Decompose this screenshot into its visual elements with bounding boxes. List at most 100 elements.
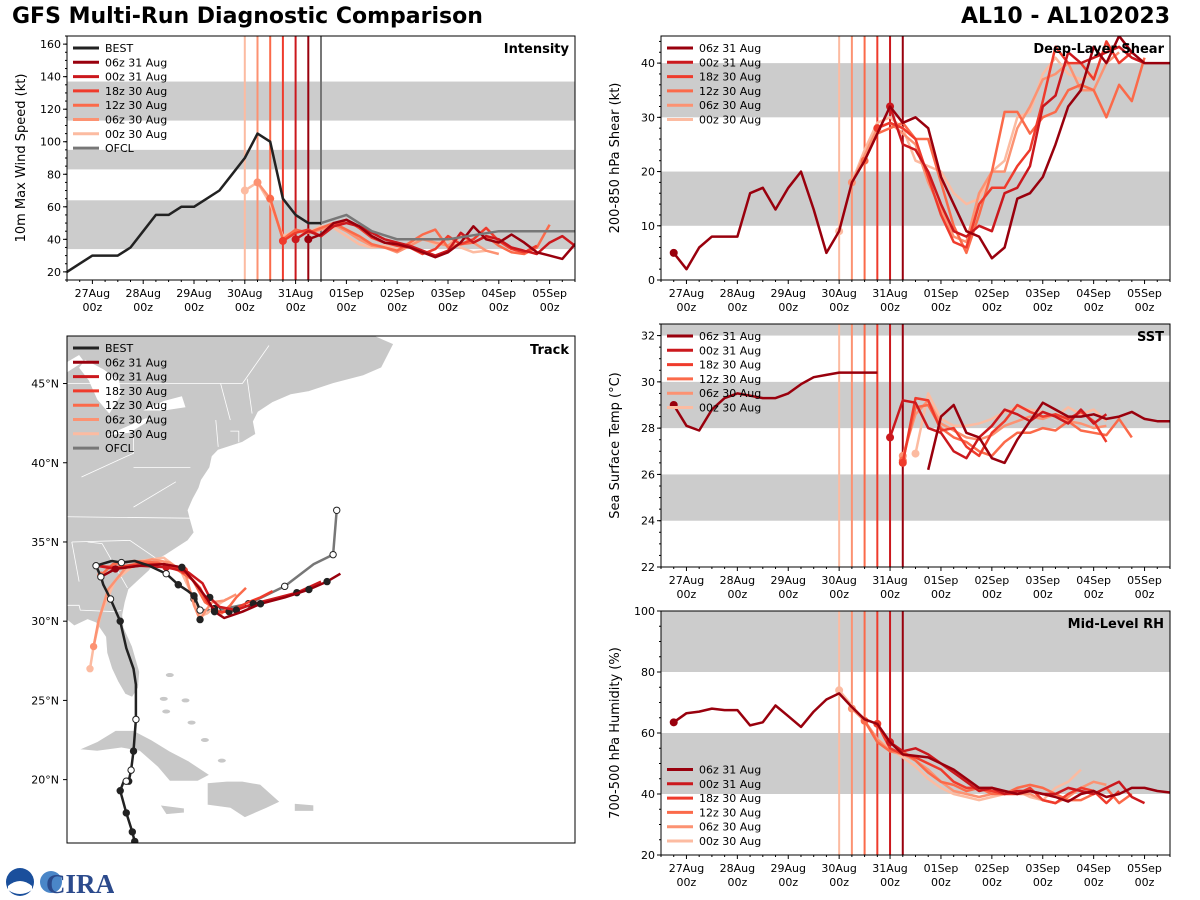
track-marker xyxy=(129,747,138,755)
intensity-ytick-label: 40 xyxy=(47,233,61,246)
track-ytick-label: 30°N xyxy=(31,615,59,628)
state-border xyxy=(81,431,134,478)
sst-xtick-label: 30Aug xyxy=(821,574,856,587)
intensity-xtick-label: 28Aug xyxy=(125,287,160,300)
intensity-series-06z-31-aug xyxy=(307,218,575,261)
state-border xyxy=(220,383,231,421)
cira-globe-icon xyxy=(40,871,62,893)
rh-band xyxy=(661,611,1170,672)
track-marker xyxy=(178,563,186,572)
track-frame xyxy=(66,335,576,844)
land-north-america xyxy=(67,336,395,698)
sst-xtick-label: 31Aug xyxy=(872,574,907,587)
rh-ytick-label: 20 xyxy=(641,849,655,862)
land-bahamas-island xyxy=(200,738,209,743)
rh-series-06z-31-aug xyxy=(672,692,1170,803)
state-border xyxy=(215,419,219,447)
rh-xtick-label: 28Aug xyxy=(720,862,755,875)
intensity-legend-label: 06z 31 Aug xyxy=(105,56,167,69)
track-ofcl xyxy=(200,510,338,612)
shear-panel: 01020304027Aug00z28Aug00z29Aug00z30Aug00… xyxy=(608,35,1171,314)
sst-xtick-label: 00z xyxy=(829,588,849,601)
intensity-xtick-label: 30Aug xyxy=(227,287,262,300)
state-border xyxy=(87,541,128,589)
shear-xtick-label: 00z xyxy=(880,301,900,314)
sst-band xyxy=(661,324,1170,336)
intensity-xtick-label: 00z xyxy=(337,301,357,314)
sst-title: SST xyxy=(1137,330,1164,345)
rh-xtick-label: 01Sep xyxy=(924,862,959,875)
intensity-init-point xyxy=(253,178,262,187)
track-marker xyxy=(210,607,219,616)
intensity-series-12z-30-aug xyxy=(269,198,551,256)
intensity-title: Intensity xyxy=(504,42,570,57)
intensity-xtick-label: 04Sep xyxy=(481,287,516,300)
rh-xtick-label: 30Aug xyxy=(821,862,856,875)
shear-xtick-label: 31Aug xyxy=(872,287,907,300)
land-bahamas-island xyxy=(181,698,190,703)
sst-ytick-label: 28 xyxy=(641,422,655,435)
sst-ylabel: Sea Surface Temp (°C) xyxy=(608,372,623,519)
shear-title: Deep-Layer Shear xyxy=(1033,42,1164,57)
track-ytick-label: 20°N xyxy=(31,774,59,787)
track-marker-open xyxy=(97,573,105,581)
track-legend-label: 12z 30 Aug xyxy=(105,399,167,412)
logo-text: CIRA xyxy=(46,869,114,898)
sst-xtick-label: 00z xyxy=(880,588,900,601)
shear-legend-label: 18z 30 Aug xyxy=(699,71,761,84)
track-marker xyxy=(333,506,341,514)
shear-xtick-label: 30Aug xyxy=(821,287,856,300)
intensity-series-ofcl xyxy=(320,213,575,241)
track-marker xyxy=(329,550,337,559)
sst-plot-area xyxy=(661,324,1170,567)
intensity-legend-label: 12z 30 Aug xyxy=(105,99,167,112)
sst-series-00z-31-aug xyxy=(888,399,1108,460)
track-marker-open xyxy=(92,562,100,570)
shear-xtick-label: 00z xyxy=(931,301,951,314)
lake xyxy=(79,359,122,414)
intensity-xtick-label: 05Sep xyxy=(532,287,567,300)
rh-panel: 2040608010027Aug00z28Aug00z29Aug00z30Aug… xyxy=(608,605,1171,889)
rh-xtick-label: 00z xyxy=(1084,876,1104,889)
land-jamaica xyxy=(159,804,185,815)
rh-xtick-label: 00z xyxy=(1033,876,1053,889)
track-marker xyxy=(116,787,124,795)
rh-legend-label: 06z 31 Aug xyxy=(699,764,761,777)
shear-xtick-label: 00z xyxy=(778,301,798,314)
track-18z-30-aug xyxy=(95,562,274,613)
track-marker xyxy=(281,582,289,591)
track-ytick-label: 35°N xyxy=(31,536,59,549)
intensity-series-00z-31-aug xyxy=(294,221,575,257)
land-puerto-rico xyxy=(293,802,315,812)
rh-xtick-label: 00z xyxy=(829,876,849,889)
sst-ytick-label: 24 xyxy=(641,515,655,528)
shear-series-18z-30-aug xyxy=(876,40,1133,249)
intensity-xtick-label: 00z xyxy=(438,301,458,314)
rh-xtick-label: 00z xyxy=(982,876,1002,889)
track-legend-label: 18z 30 Aug xyxy=(105,385,167,398)
intensity-panel: 2040608010012014016027Aug00z28Aug00z29Au… xyxy=(14,35,576,314)
figure-title: GFS Multi-Run Diagnostic Comparison xyxy=(12,4,483,29)
track-marker-open xyxy=(162,569,170,578)
shear-xtick-label: 00z xyxy=(829,301,849,314)
rh-legend-label: 12z 30 Aug xyxy=(699,806,761,819)
track-marker-open xyxy=(132,715,140,724)
track-marker xyxy=(256,600,265,608)
sst-series-06z-30-aug xyxy=(901,399,1107,457)
sst-xtick-label: 03Sep xyxy=(1025,574,1060,587)
intensity-xtick-label: 31Aug xyxy=(278,287,313,300)
shear-legend-label: 00z 31 Aug xyxy=(699,56,761,69)
sst-panel: 22242628303227Aug00z28Aug00z29Aug00z30Au… xyxy=(608,323,1171,601)
shear-ytick-label: 10 xyxy=(641,220,655,233)
track-marker xyxy=(128,828,137,836)
sst-legend-label: 00z 31 Aug xyxy=(699,344,761,357)
shear-xtick-label: 00z xyxy=(677,301,697,314)
intensity-xtick-label: 00z xyxy=(387,301,407,314)
land-bahamas-island xyxy=(165,673,174,678)
track-title: Track xyxy=(530,343,569,358)
shear-xtick-label: 05Sep xyxy=(1127,287,1162,300)
track-marker xyxy=(323,577,331,586)
shear-xtick-label: 03Sep xyxy=(1025,287,1060,300)
